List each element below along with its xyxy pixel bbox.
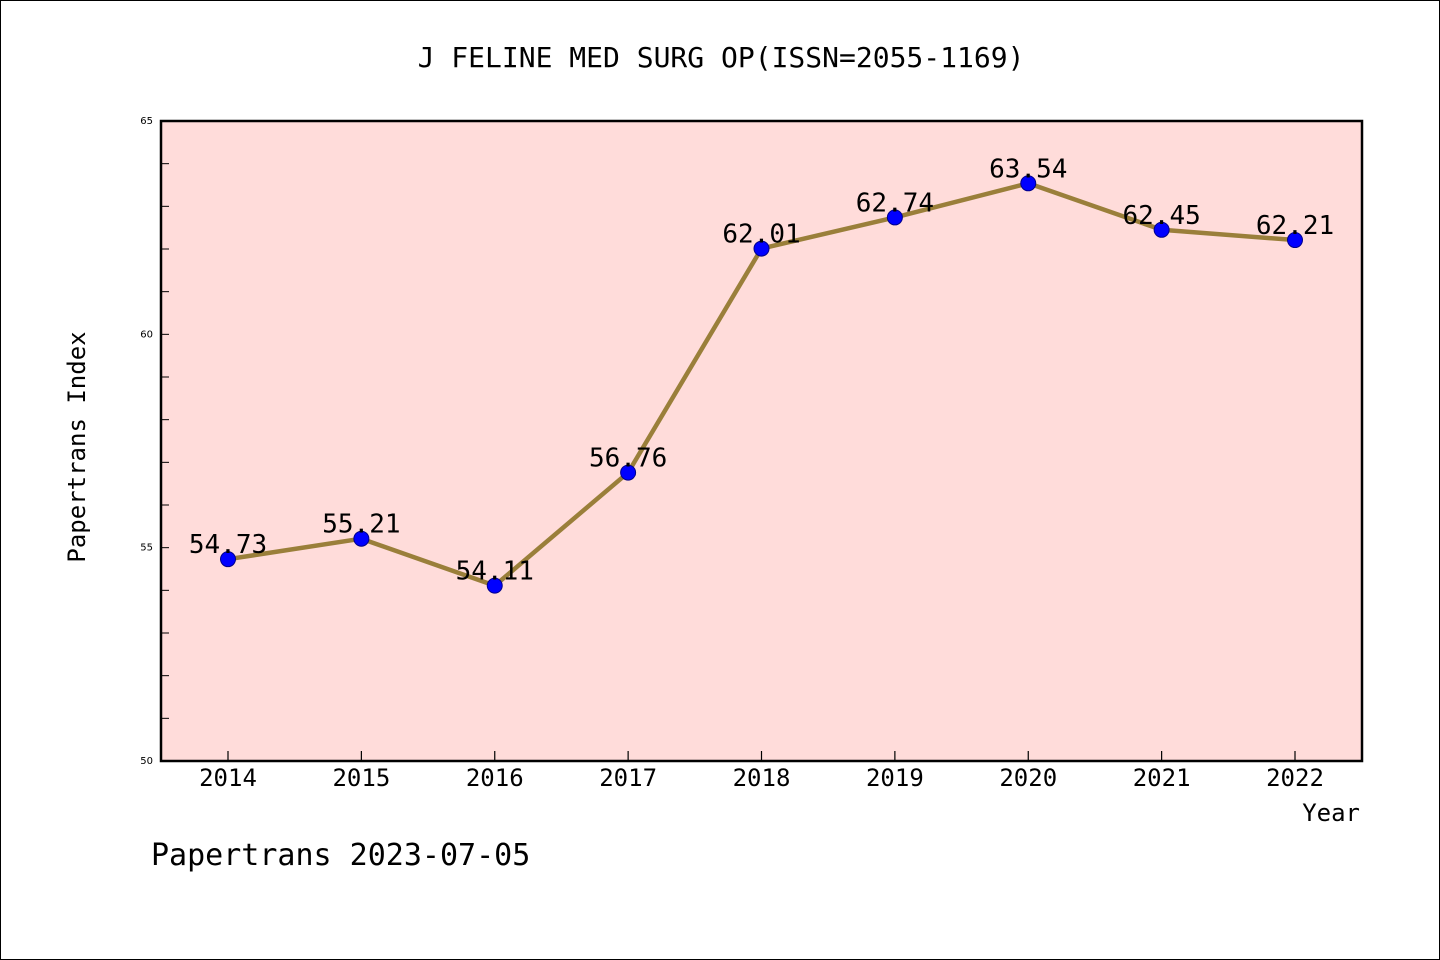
data-point-marker <box>1020 175 1037 192</box>
x-tick-label: 2021 <box>1133 764 1191 792</box>
data-point-marker <box>753 240 770 257</box>
data-point-label: 55.21 <box>322 510 400 540</box>
markers-group <box>220 175 1303 594</box>
data-point-label: 56.76 <box>589 444 667 474</box>
data-point-label: 62.74 <box>856 188 934 218</box>
plot-frame <box>159 119 1364 763</box>
y-tick-label: 65 <box>140 116 153 127</box>
data-point-marker <box>620 464 637 481</box>
data-point-marker <box>886 209 903 226</box>
x-tick-label: 2015 <box>332 764 390 792</box>
y-tick-label: 50 <box>140 756 153 767</box>
y-tick-label: 55 <box>140 543 153 554</box>
x-tick-label: 2019 <box>866 764 924 792</box>
data-labels-group: 54.73 55.21 54.11 56.76 62.01 62.74 63.54 62.45… <box>189 154 1334 586</box>
x-tick-label: 2018 <box>733 764 791 792</box>
x-axis: 2014 2015 2016 2017 2018 2019 2020 2021 2022 <box>199 751 1324 792</box>
chart-title: J FELINE MED SURG OP(ISSN=2055-1169) <box>418 41 1025 74</box>
data-point-label: 62.45 <box>1122 201 1200 231</box>
data-point-label: 54.11 <box>456 557 534 587</box>
data-point-marker <box>353 530 370 547</box>
x-tick-label: 2016 <box>466 764 524 792</box>
data-point-label: 54.73 <box>189 530 267 560</box>
x-tick-label: 2014 <box>199 764 257 792</box>
x-tick-label: 2022 <box>1266 764 1324 792</box>
data-point-label: 63.54 <box>989 154 1067 184</box>
data-point-marker <box>220 551 236 568</box>
y-tick-label: 60 <box>140 329 153 340</box>
x-tick-label: 2017 <box>599 764 657 792</box>
data-point-marker <box>486 577 503 594</box>
x-axis-label: Year <box>1302 799 1360 827</box>
data-point-label: 62.21 <box>1256 211 1334 241</box>
y-axis: 50 55 60 65 <box>140 116 169 767</box>
data-point-marker <box>1287 232 1303 249</box>
x-tick-label: 2020 <box>999 764 1057 792</box>
data-point-label: 62.01 <box>722 220 800 250</box>
footer-date-text: Papertrans 2023-07-05 <box>151 838 530 873</box>
y-axis-label: Papertrans Index <box>63 331 91 562</box>
data-point-marker <box>1153 221 1170 238</box>
